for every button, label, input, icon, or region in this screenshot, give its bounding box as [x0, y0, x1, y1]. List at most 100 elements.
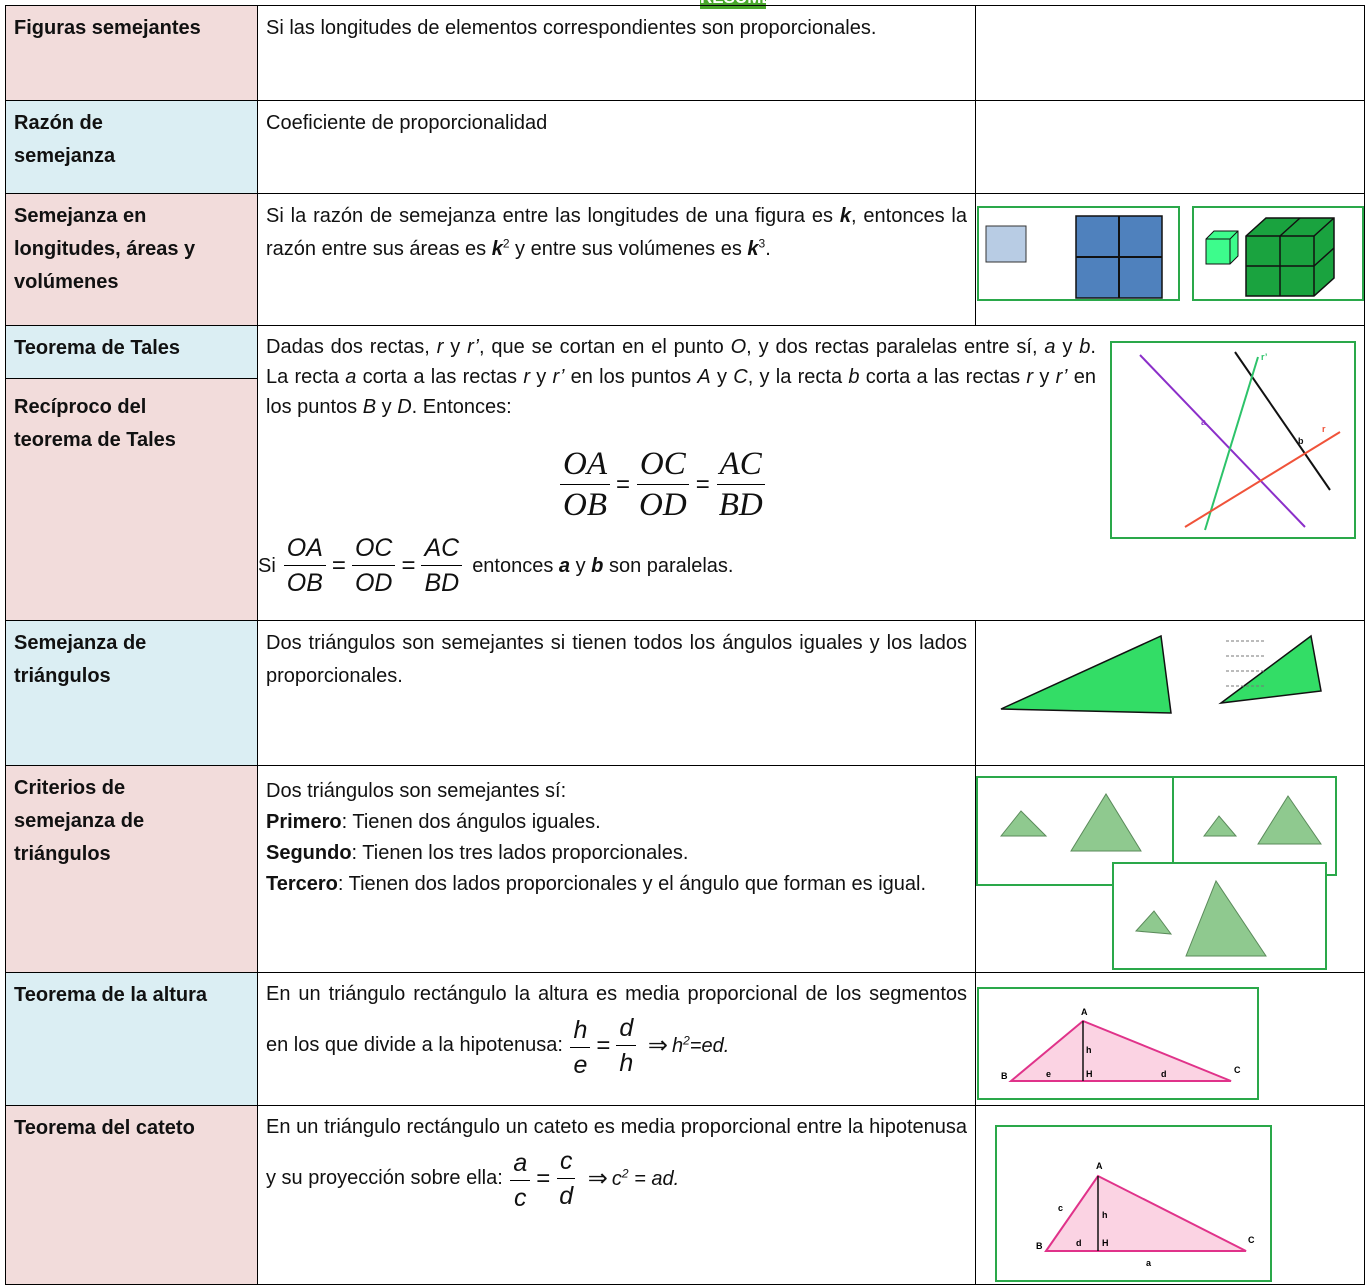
text: corta a las rectas — [356, 366, 524, 388]
image-cell: A B C H h c d a — [975, 1105, 1365, 1285]
text: b — [1079, 336, 1091, 358]
text: 3 — [758, 236, 766, 251]
text: Semejanza de triángulos — [14, 632, 147, 687]
text: 2 — [502, 236, 510, 251]
text: a — [510, 1146, 531, 1181]
shape — [985, 225, 1027, 263]
text: Dos triángulos son semejantes si tienen … — [266, 632, 967, 687]
image-cell — [975, 193, 1365, 326]
text: : Tienen dos ángulos iguales. — [341, 811, 601, 833]
image-cell — [975, 5, 1365, 101]
scale-figure — [977, 206, 1364, 301]
block: OA OB — [283, 531, 326, 600]
text: , y la recta — [747, 366, 849, 388]
text: y — [710, 366, 734, 388]
leg-figure: A B C H h c d a — [995, 1125, 1272, 1282]
text: BD — [718, 487, 763, 523]
text: a — [1044, 336, 1056, 358]
block: OC OD — [636, 444, 690, 525]
text: , y dos rectas paralelas entre sí, — [746, 336, 1045, 358]
text: O — [730, 336, 747, 358]
text: son paralelas. — [603, 554, 734, 577]
title-badge: RESUMEN — [700, 0, 766, 9]
text: = ad. — [628, 1167, 680, 1190]
text: Criterios de semejanza de triángulos — [14, 777, 145, 865]
shape — [977, 206, 1180, 301]
text: OD — [354, 569, 393, 597]
text: corta a las rectas — [859, 366, 1027, 388]
text: En un triángulo rectángulo un cateto es … — [266, 1116, 967, 1189]
term-cell: Figuras semejantes — [5, 5, 258, 101]
block: AC BD — [716, 444, 766, 525]
text: y entre sus volúmenes es — [509, 238, 748, 260]
text: b — [1298, 436, 1304, 446]
text: b — [591, 554, 604, 577]
block: OC OD — [351, 531, 396, 600]
text: k — [839, 205, 851, 227]
block: c2 = ad. — [612, 1167, 680, 1190]
text: r — [436, 336, 444, 358]
shape — [1008, 1019, 1232, 1082]
definition-cell: Dos triángulos son semejantes sí: Primer… — [257, 765, 976, 973]
text: k — [747, 238, 759, 260]
definition-cell: Si la razón de semejanza entre las longi… — [257, 193, 976, 326]
text: d — [616, 1011, 637, 1046]
block: AC BD — [421, 531, 463, 600]
text: : Tienen dos lados proporcionales y el á… — [337, 873, 927, 895]
text: h — [619, 1049, 634, 1077]
text: Si las longitudes de elementos correspon… — [266, 17, 877, 39]
shape — [1204, 356, 1259, 531]
shape — [1044, 1174, 1247, 1252]
text: OA — [283, 531, 326, 566]
image-cell — [975, 100, 1365, 194]
text: A — [1096, 1161, 1103, 1171]
text-line: Primero: Tienen dos ángulos iguales. — [266, 807, 967, 838]
term-cell: Criterios de semejanza de triángulos — [5, 765, 258, 973]
text: , entonces la razón entre sus áreas es — [266, 205, 967, 260]
text: = — [401, 551, 416, 579]
text: c — [514, 1184, 527, 1212]
shape — [1172, 776, 1337, 876]
text: y — [530, 366, 553, 388]
text: . Entonces: — [411, 396, 512, 418]
shape — [1245, 217, 1335, 297]
text: = — [596, 1031, 611, 1059]
image-cell — [975, 620, 1365, 766]
text: OC — [636, 444, 689, 485]
text: OB — [563, 487, 607, 523]
text: e — [1046, 1069, 1051, 1079]
block: h2=ed. — [672, 1034, 729, 1057]
text: Tercero — [266, 873, 338, 895]
term-cell: Recíproco del teorema de Tales — [5, 378, 258, 621]
text: . La recta — [266, 336, 1096, 388]
shape — [1139, 354, 1306, 528]
text: B — [1036, 1241, 1043, 1251]
text: en los puntos — [564, 366, 698, 388]
shape — [1226, 640, 1266, 687]
text: = — [536, 1164, 551, 1192]
text: OD — [639, 487, 687, 523]
text: = — [695, 470, 710, 498]
tales-converse: Si OA OB = OC OD = AC BD entonces a y b son paral… — [258, 531, 733, 600]
text: En un triángulo rectángulo la altura es … — [266, 983, 967, 1056]
text: a — [558, 554, 571, 577]
text: B — [362, 396, 377, 418]
similar-triangles-figure — [1000, 634, 1322, 714]
text: b — [848, 366, 860, 388]
text: A — [697, 366, 711, 388]
altitude-figure: A B C H h e d — [977, 987, 1259, 1100]
text: OB — [286, 569, 323, 597]
shape — [1070, 793, 1142, 852]
shape — [1218, 634, 1322, 705]
text: C — [733, 366, 748, 388]
text-line: Tercero: Tienen dos lados proporcionales… — [266, 869, 967, 900]
text: h — [1102, 1210, 1108, 1220]
text: y — [376, 396, 398, 418]
text: y — [570, 554, 592, 577]
shape — [1185, 879, 1267, 957]
term-cell: Teorema de Tales — [5, 325, 258, 379]
text: AC — [421, 531, 463, 566]
text: r — [1322, 424, 1326, 434]
